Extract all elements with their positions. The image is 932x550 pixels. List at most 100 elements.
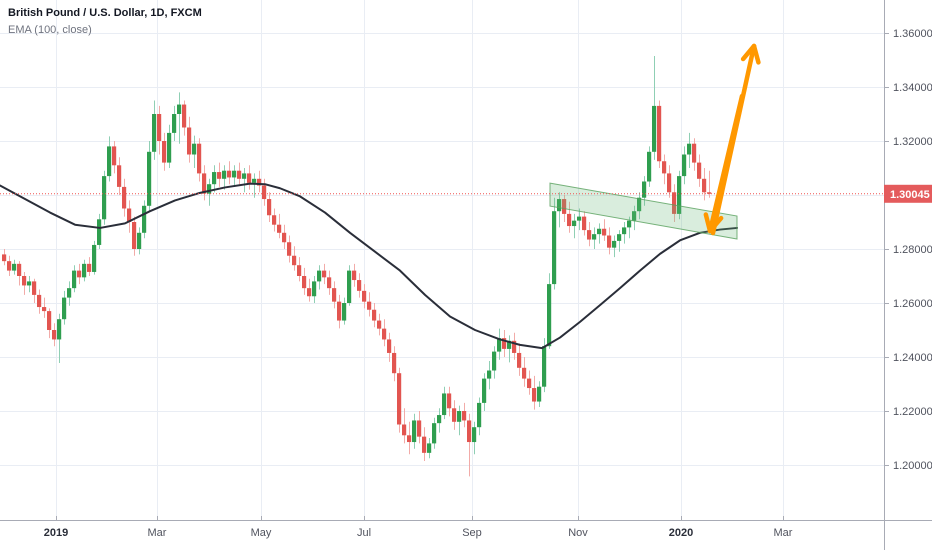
candle-up <box>142 205 147 233</box>
candle-down <box>397 373 402 425</box>
candle-up <box>82 263 87 278</box>
candle-up <box>677 176 682 214</box>
candle-up <box>487 370 492 379</box>
candle-up <box>27 281 32 286</box>
candle-up <box>572 220 577 227</box>
candle-down <box>247 173 252 183</box>
candle-down <box>132 222 137 249</box>
candle-up <box>57 319 62 340</box>
candle-down <box>162 141 167 163</box>
candle-up <box>477 402 482 428</box>
grid-lines <box>0 0 884 520</box>
last-price-label-bg <box>884 184 932 203</box>
candle-down <box>17 263 22 276</box>
candle-up <box>232 170 237 178</box>
candle-down <box>402 424 407 436</box>
candle-up <box>412 420 417 443</box>
candle-down <box>7 261 12 271</box>
ema-line[interactable] <box>0 182 738 350</box>
candle-up <box>72 270 77 289</box>
candle-down <box>237 170 242 179</box>
candle-up <box>457 411 462 422</box>
candle-down <box>357 280 362 291</box>
candle-down <box>202 173 207 194</box>
candle-up <box>212 172 217 185</box>
candle-down <box>517 352 522 368</box>
candle-down <box>387 339 392 353</box>
candle-down <box>377 320 382 329</box>
candle-down <box>422 436 427 453</box>
candle-up <box>342 303 347 321</box>
candle-down <box>302 276 307 289</box>
candle-down <box>392 352 397 374</box>
candle-up <box>347 270 352 303</box>
candle-up <box>647 151 652 182</box>
time-tick-label: Sep <box>462 527 482 539</box>
candle-up <box>222 170 227 179</box>
arrow-head <box>751 43 761 65</box>
candle-down <box>52 330 57 340</box>
candle-up <box>627 220 632 228</box>
price-tick-label: 1.34000 <box>893 82 932 94</box>
symbol-title[interactable]: British Pound / U.S. Dollar, 1D, FXCM <box>8 7 202 19</box>
candle-up <box>442 393 447 416</box>
candle-up <box>482 378 487 403</box>
candle-up <box>552 211 557 285</box>
candle-up <box>242 173 247 179</box>
candle-down <box>332 288 337 302</box>
candle-up <box>507 340 512 349</box>
arrow-head <box>740 43 757 62</box>
candle-up <box>192 143 197 155</box>
candle-down <box>502 338 507 349</box>
candle-down <box>707 192 712 194</box>
time-tick-label: Jul <box>357 527 371 539</box>
candle-down <box>692 143 697 163</box>
candle-up <box>437 415 442 424</box>
price-tick-label: 1.20000 <box>893 460 932 472</box>
candle-down <box>197 143 202 174</box>
candle-down <box>662 161 667 174</box>
price-tick-label: 1.24000 <box>893 352 932 364</box>
price-axis[interactable]: 1.360001.340001.320001.300001.280001.260… <box>884 28 932 472</box>
candle-down <box>512 340 517 353</box>
time-tick-label: May <box>251 527 272 539</box>
candle-up <box>592 234 597 240</box>
candle-up <box>682 154 687 177</box>
candle-down <box>567 213 572 227</box>
candle-down <box>227 170 232 178</box>
candle-up <box>152 114 157 152</box>
candle-down <box>42 307 47 312</box>
candle-up <box>637 197 642 212</box>
candle-up <box>687 143 692 155</box>
candle-down <box>282 232 287 243</box>
candle-down <box>277 224 282 233</box>
candle-down <box>702 178 707 193</box>
time-axis[interactable]: 2019 Mar May Jul Sep Nov 2020 Mar <box>44 516 793 539</box>
time-tick-label: Nov <box>568 527 588 539</box>
candle-down <box>87 263 92 272</box>
candle-down <box>452 408 457 422</box>
candle-down <box>467 420 472 443</box>
candle-up <box>622 227 627 235</box>
candle-down <box>532 388 537 402</box>
candle-down <box>77 270 82 278</box>
projection-arrows[interactable] <box>703 43 761 236</box>
candle-down <box>292 255 297 266</box>
candle-up <box>177 104 182 114</box>
candle-up <box>542 346 547 387</box>
candle-down <box>697 162 702 179</box>
indicator-label[interactable]: EMA (100, close) <box>8 24 92 36</box>
candle-down <box>587 230 592 240</box>
candle-down <box>122 186 127 209</box>
last-price-label: 1.30045 <box>884 184 932 203</box>
up-arrow[interactable] <box>710 43 761 236</box>
candle-down <box>22 276 27 286</box>
trend-channel[interactable] <box>549 182 738 240</box>
candle-up <box>547 284 552 347</box>
candle-down <box>362 290 367 302</box>
candle-down <box>562 199 567 214</box>
chart-legend: British Pound / U.S. Dollar, 1D, FXCM EM… <box>8 6 202 38</box>
